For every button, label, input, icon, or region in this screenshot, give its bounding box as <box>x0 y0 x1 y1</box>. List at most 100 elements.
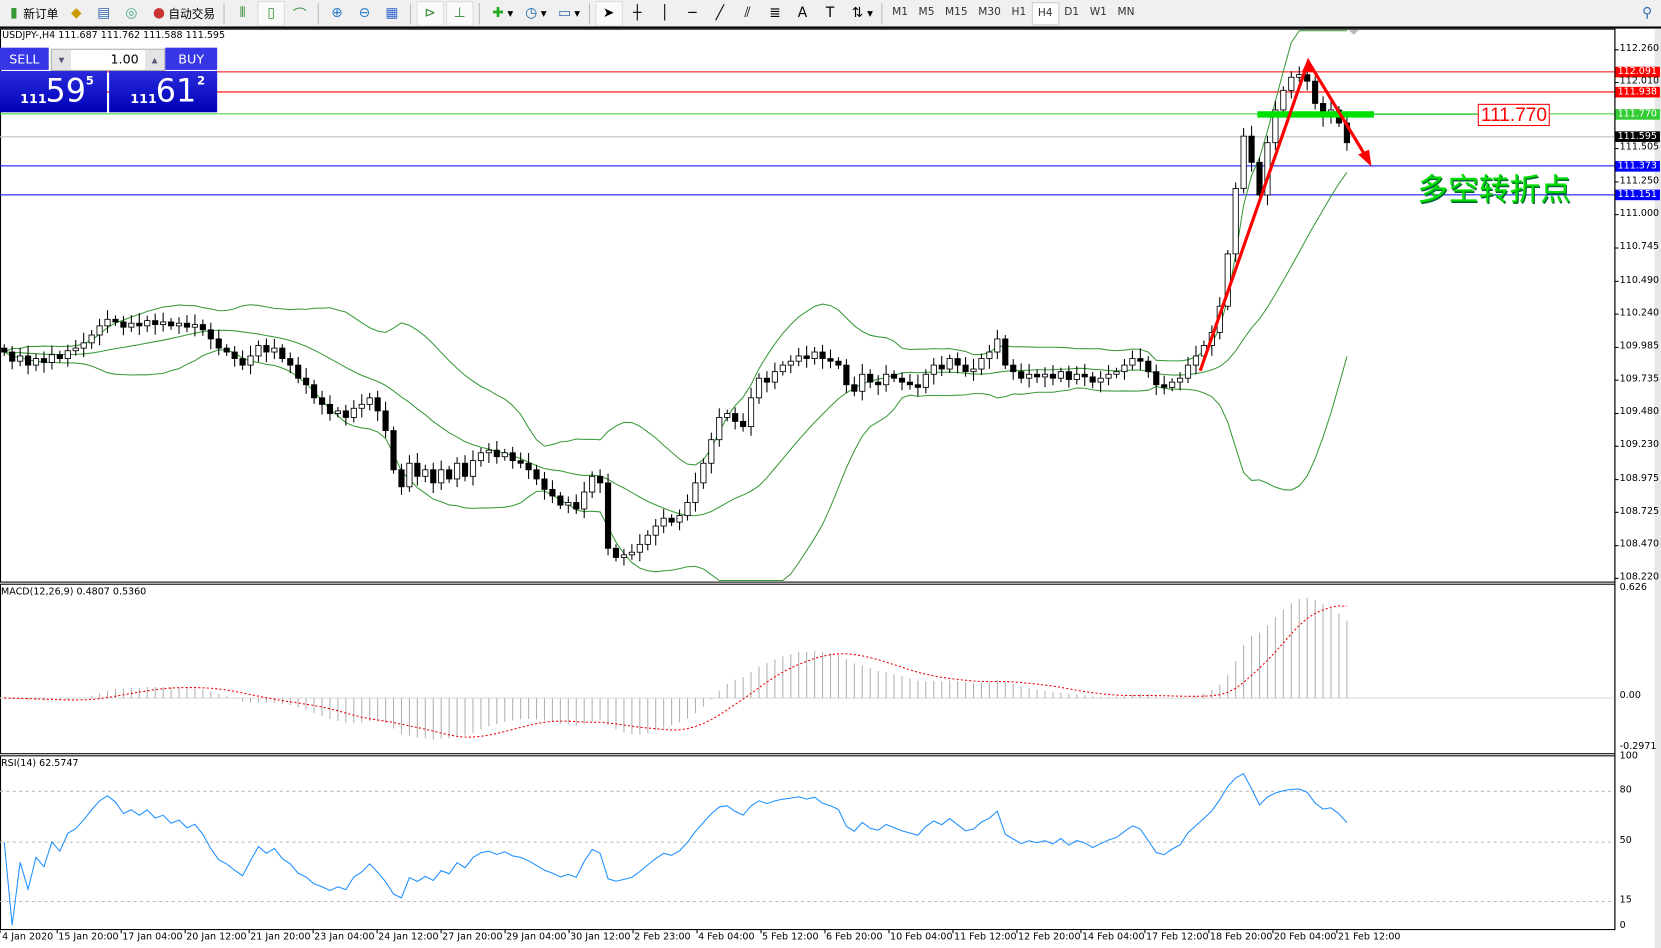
sell-price-button[interactable]: 111 59 5 <box>0 70 107 113</box>
horizontal-line-button[interactable]: ─ <box>680 2 705 25</box>
candle-bear <box>1137 358 1144 362</box>
line-chart-button[interactable]: ⌒ <box>287 2 312 25</box>
text-button[interactable]: A <box>790 2 815 25</box>
price-annotation-label[interactable]: 111.770 <box>1477 103 1551 127</box>
timeframe-h1[interactable]: H1 <box>1011 6 1027 19</box>
time-axis-label: 24 Jan 12:00 <box>378 932 439 943</box>
candle-bear <box>56 354 63 359</box>
time-axis-label: 6 Feb 20:00 <box>826 932 883 943</box>
sell-button[interactable]: SELL <box>0 47 49 70</box>
candle-bull <box>1169 381 1176 388</box>
price-tick-label: 111.505 <box>1619 142 1660 153</box>
signals-button[interactable]: ◎ <box>119 2 144 25</box>
cursor-button[interactable]: ➤ <box>594 0 623 26</box>
equidistant-channel-button[interactable]: ⫽ <box>735 2 760 25</box>
candle-bull <box>660 517 667 527</box>
timeframe-mn[interactable]: MN <box>1117 6 1135 19</box>
text-label-button[interactable]: T <box>817 2 842 25</box>
candle-bear <box>612 547 620 558</box>
fibonacci-button[interactable]: ≣ <box>762 2 787 25</box>
rsi-tick-label: 15 <box>1619 895 1632 906</box>
price-line-label: 112.091 <box>1615 66 1660 78</box>
candle-bear <box>303 377 310 386</box>
candle-bull <box>1288 76 1295 91</box>
candle-bear <box>215 338 222 349</box>
buy-button[interactable]: BUY <box>165 47 218 70</box>
crosshair-button[interactable]: ┼ <box>625 2 650 25</box>
candlestick-icon: ▯ <box>267 5 275 22</box>
template-icon: ▭ <box>558 5 572 22</box>
candlestick-button[interactable]: ▯ <box>257 0 285 26</box>
candle-bull <box>930 364 937 375</box>
candle-bear <box>326 403 334 414</box>
candle-bear <box>1304 74 1311 82</box>
timeframe-h4[interactable]: H4 <box>1031 1 1059 25</box>
candle-bear <box>827 358 834 362</box>
vertical-line-button[interactable]: │ <box>652 2 677 25</box>
lot-decrease-button[interactable]: ▼ <box>51 49 71 70</box>
timeframe-m30[interactable]: M30 <box>978 6 1001 19</box>
candle-bull <box>88 334 95 344</box>
candle-bear <box>231 351 238 359</box>
candle-bull <box>485 449 492 454</box>
price-line-label: 111.373 <box>1615 160 1660 172</box>
periods-button[interactable]: ◷ ▾ <box>519 2 550 25</box>
auto-trading-icon: ● <box>152 5 165 22</box>
candle-bear <box>40 358 48 363</box>
sell-price-big: 111 <box>20 91 47 106</box>
turning-point-text[interactable]: 多空转折点 <box>1417 171 1571 208</box>
candle-bull <box>144 320 151 327</box>
sell-price-sup: 5 <box>85 74 94 88</box>
lot-value[interactable]: 1.00 <box>110 51 139 67</box>
lot-increase-button[interactable]: ▲ <box>145 49 165 70</box>
autoscroll-button[interactable]: ⊥ <box>445 0 474 26</box>
chart-shift-button[interactable]: ⊳ <box>416 0 444 26</box>
candle-bear <box>136 322 143 327</box>
candle-bull <box>859 373 866 392</box>
indicators-button[interactable]: ✚ ▾ <box>485 2 516 25</box>
candle-bull <box>96 325 103 336</box>
arrows-button[interactable]: ⇅ ▾ <box>845 2 876 25</box>
red-peak-arrowhead-icon <box>1301 58 1316 73</box>
price-line-label: 111.938 <box>1615 86 1660 98</box>
candle-bull <box>970 368 977 373</box>
candle-bull <box>438 469 445 484</box>
price-tick-label: 108.220 <box>1619 572 1660 583</box>
bar-chart-button[interactable]: ⫴ <box>230 2 255 25</box>
auto-trading-button[interactable]: ● 自动交易 <box>146 2 218 25</box>
sell-price-main: 59 <box>45 73 87 111</box>
history-button[interactable]: ◆ <box>64 2 89 25</box>
candle-bull <box>17 355 24 362</box>
timeframe-d1[interactable]: D1 <box>1064 6 1080 19</box>
price-tick-label: 109.985 <box>1619 341 1660 352</box>
candle-bull <box>684 502 691 517</box>
trendline-button[interactable]: ╱ <box>707 2 732 25</box>
time-axis-label: 23 Jan 04:00 <box>314 932 375 943</box>
clock-icon: ◷ <box>525 5 538 22</box>
timeframe-m5[interactable]: M5 <box>918 6 935 19</box>
candle-bear <box>1256 161 1263 196</box>
candle-bull <box>787 360 794 366</box>
candle-bear <box>1145 360 1152 373</box>
new-order-button[interactable]: ▮ 新订单 <box>1 2 61 25</box>
zoom-in-button[interactable]: ⊕ <box>324 2 349 25</box>
chart-canvas[interactable] <box>0 28 1661 948</box>
timeframe-m15[interactable]: M15 <box>945 6 968 19</box>
timeframe-w1[interactable]: W1 <box>1089 6 1107 19</box>
terminal-button[interactable]: ▤ <box>91 2 116 25</box>
search-button[interactable]: ⚲ <box>1635 2 1660 25</box>
candle-bear <box>112 318 119 323</box>
candle-bear <box>954 358 961 366</box>
time-axis-label: 21 Jan 20:00 <box>250 932 311 943</box>
zoom-out-button[interactable]: ⊖ <box>352 2 377 25</box>
buy-price-button[interactable]: 111 61 2 <box>109 70 218 113</box>
templates-button[interactable]: ▭ ▾ <box>552 2 583 25</box>
text-label-icon: T <box>825 5 835 22</box>
candle-bear <box>835 360 842 366</box>
price-tick-label: 111.000 <box>1619 208 1660 219</box>
timeframe-m1[interactable]: M1 <box>892 6 908 19</box>
tile-windows-button[interactable]: ▦ <box>379 2 404 25</box>
candle-bull <box>48 354 55 363</box>
lot-size-input[interactable]: ▼ 1.00 ▲ <box>50 48 166 71</box>
